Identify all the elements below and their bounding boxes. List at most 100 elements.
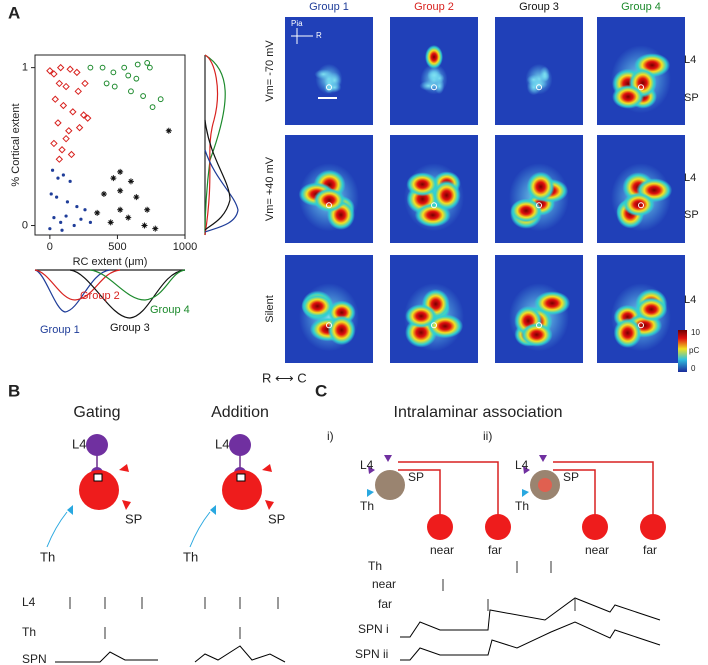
trace <box>400 597 661 638</box>
heat-spot <box>612 84 645 109</box>
th-axon <box>46 511 68 548</box>
label: far <box>488 543 502 557</box>
panel-b: Gating L4 SP Th Addition L4 SP Th L4 Th SPN <box>22 404 285 665</box>
panel-c: Intralaminar association i) L4 SP Th near far i… <box>327 404 666 661</box>
soma-marker <box>638 322 644 329</box>
heat-spot <box>432 180 461 211</box>
point <box>54 119 62 127</box>
point <box>48 227 52 231</box>
point <box>50 168 55 172</box>
point <box>73 68 81 77</box>
label: L4 <box>72 436 86 451</box>
plot-frame <box>34 54 186 236</box>
point <box>66 65 74 73</box>
point <box>149 104 156 111</box>
label: SP <box>563 470 579 484</box>
point <box>51 95 59 103</box>
panel-label: C <box>315 381 327 400</box>
heat-spot <box>534 291 571 316</box>
sp-synapse <box>119 464 131 510</box>
point <box>75 123 84 132</box>
marginal-bottom <box>34 269 186 319</box>
label: L4 <box>360 458 374 472</box>
trace-label: SPN ii <box>355 647 388 661</box>
label: SP <box>268 511 285 526</box>
legend-label: Group 3 <box>110 322 150 334</box>
point <box>50 139 58 148</box>
y-tick-label: 1 <box>22 62 28 74</box>
l4-cell <box>229 434 251 456</box>
point <box>117 168 124 175</box>
x-axis-label: RC extent (μm) <box>73 256 148 268</box>
spine <box>236 473 246 482</box>
point <box>72 223 76 228</box>
point <box>55 155 64 163</box>
point <box>75 204 79 209</box>
point <box>87 64 94 71</box>
point <box>128 88 134 95</box>
th-axon <box>189 511 211 548</box>
soma-marker <box>638 84 644 91</box>
target <box>582 514 608 540</box>
point <box>81 79 89 88</box>
point <box>56 176 60 180</box>
syn-th <box>522 489 529 497</box>
legend-label: Group 1 <box>40 324 80 336</box>
sp-synapse <box>262 464 274 510</box>
heat-spot <box>539 66 550 83</box>
heatmaps: Group 1 Group 2 Group 3 Group 4 Vm= -70 mV Vm… <box>264 1 699 363</box>
th-synapse <box>210 505 216 515</box>
soma-marker <box>431 322 437 329</box>
point <box>107 219 114 226</box>
label: far <box>643 543 657 557</box>
layer-label: SP <box>684 92 699 104</box>
heat-spot <box>301 294 334 319</box>
label: Th <box>183 549 198 564</box>
label: i) <box>327 429 334 443</box>
colorbar-label: pC <box>689 346 699 355</box>
point <box>67 150 76 159</box>
synapses <box>368 455 392 474</box>
point <box>165 127 172 134</box>
soma-glow <box>538 478 552 492</box>
point <box>58 146 66 154</box>
target <box>427 514 453 540</box>
heat-spot <box>425 45 443 69</box>
point <box>110 69 117 76</box>
heat-spot <box>635 297 668 322</box>
colorbar-label: 10 <box>691 328 700 337</box>
point <box>152 225 159 232</box>
soma-marker <box>536 202 542 209</box>
trace <box>194 645 286 663</box>
point <box>74 87 82 96</box>
row-label: Vm= -70 mV <box>264 40 276 102</box>
syn-th <box>367 489 374 497</box>
soma <box>375 470 405 500</box>
soma-marker <box>536 84 542 91</box>
spine <box>93 473 103 482</box>
point <box>68 179 72 183</box>
label: SP <box>125 511 142 526</box>
heat-spot <box>427 70 442 81</box>
heat-spot <box>406 172 439 197</box>
point <box>99 64 106 71</box>
r-label: R <box>316 31 322 40</box>
label: ii) <box>483 429 492 443</box>
x-tick-label: 0 <box>47 241 53 253</box>
point <box>117 206 124 213</box>
point <box>60 228 64 232</box>
trace-label: far <box>378 597 392 611</box>
heat-spot <box>313 188 346 213</box>
heat-spot <box>327 82 342 93</box>
label: Th <box>515 499 529 513</box>
soma-marker <box>638 202 644 209</box>
heat-spot <box>526 171 555 202</box>
point <box>100 190 107 197</box>
soma-marker <box>536 322 542 329</box>
heat-spot <box>419 80 438 91</box>
soma-marker <box>326 84 332 91</box>
soma-marker <box>431 202 437 209</box>
point <box>144 59 151 66</box>
point <box>157 96 164 103</box>
layer-label: SP <box>684 209 699 221</box>
